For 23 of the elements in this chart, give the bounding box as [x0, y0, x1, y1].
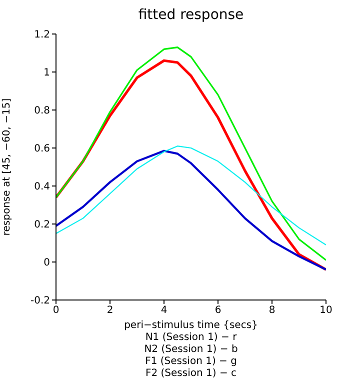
y-tick-label: -0.2 — [30, 296, 50, 307]
y-tick-label: 0.2 — [34, 220, 50, 231]
text: N1 (Session 1) − r — [144, 332, 238, 344]
line-series — [56, 146, 326, 246]
y-tick-label: 1 — [44, 68, 50, 79]
y-tick-label: 1.2 — [34, 30, 50, 41]
x-tick-label: 6 — [214, 305, 222, 316]
chart-title: fitted response — [137, 6, 245, 25]
x-tick-label: 10 — [320, 305, 332, 316]
y-tick-label: 0.8 — [34, 106, 50, 117]
y-tick-label: 0 — [44, 258, 50, 269]
text: F1 (Session 1) − g — [144, 356, 238, 368]
y-tick-label: 0.6 — [34, 144, 50, 155]
x-axis-title: peri−stimulus time {secs} — [123, 320, 259, 332]
text: F2 (Session 1) − c — [144, 368, 238, 380]
x-tick-label: 8 — [268, 305, 276, 316]
y-tick-label: 0.4 — [34, 182, 50, 193]
x-tick-label: 4 — [160, 305, 168, 316]
line-series — [56, 150, 326, 271]
x-tick-label: 2 — [106, 305, 114, 316]
text: N2 (Session 1) − b — [143, 344, 239, 356]
x-tick-label: 0 — [52, 305, 60, 316]
y-axis-title: response at [45, −60, −15] — [2, 98, 13, 236]
